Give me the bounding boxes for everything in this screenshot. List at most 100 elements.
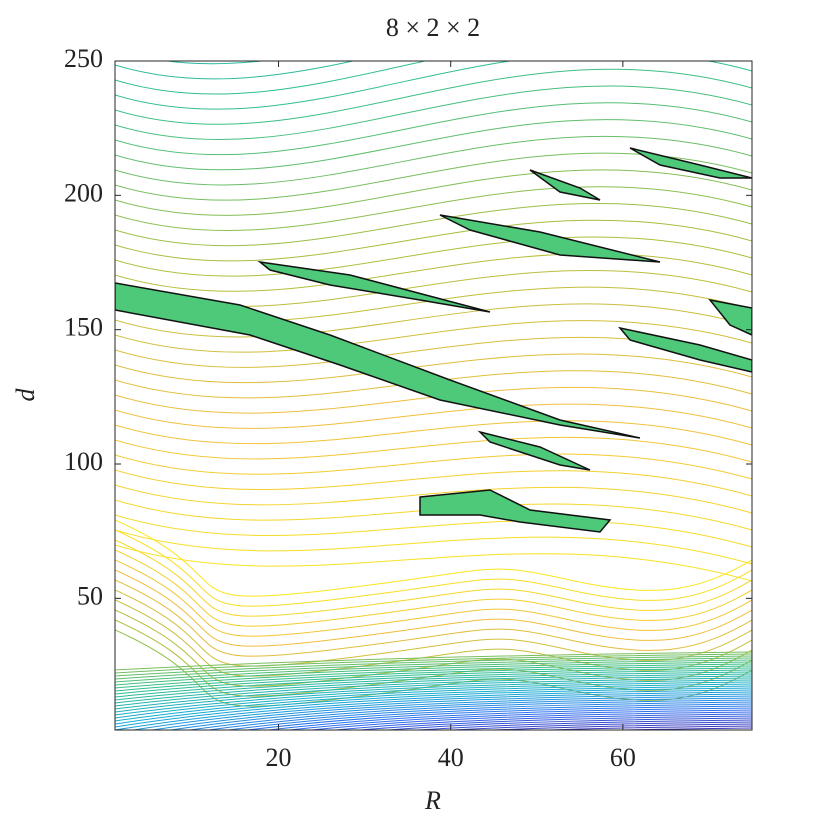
contour-line (115, 453, 752, 480)
region (115, 282, 641, 439)
contour-line (243, 705, 752, 730)
contour-line (115, 619, 752, 697)
contour-line (115, 549, 752, 627)
contour-line (167, 697, 752, 730)
contour-line (115, 529, 752, 607)
contour-line (115, 589, 752, 667)
contour-line (204, 701, 752, 730)
contour-line (115, 119, 752, 171)
contour-line (115, 539, 752, 617)
contour-line (353, 715, 752, 730)
y-tick-label: 200 (64, 178, 103, 207)
x-tick-label: 60 (610, 743, 636, 772)
contour-line (115, 68, 752, 125)
contour-line (130, 693, 752, 730)
contour-line (115, 519, 752, 597)
region (529, 169, 601, 201)
contour-line (115, 665, 752, 692)
contour-line (115, 469, 752, 497)
contour-line (115, 569, 752, 647)
contour-line (410, 719, 752, 730)
region (618, 326, 752, 373)
contour-line (115, 659, 752, 683)
contour-line (115, 61, 356, 80)
contour-line (533, 725, 752, 730)
contour-line (115, 236, 752, 277)
contour-line (115, 559, 752, 637)
contour-line (185, 699, 752, 730)
contour-line (115, 667, 752, 695)
contour-line (115, 669, 752, 698)
contour-line (115, 629, 752, 707)
contour-line (115, 544, 752, 582)
contour-line (115, 579, 752, 657)
y-tick-label: 150 (64, 313, 103, 342)
contour-line (115, 420, 752, 446)
regions (115, 147, 752, 533)
plot-frame (114, 60, 753, 731)
contour-line (223, 703, 752, 730)
contour-line (329, 713, 752, 730)
contour-line (115, 61, 752, 110)
y-tick-label: 100 (64, 447, 103, 476)
contour-line (115, 484, 752, 514)
contour-line (115, 135, 752, 186)
y-axis-label: d (11, 388, 40, 402)
contour-line (483, 723, 752, 730)
contour-line (115, 681, 752, 716)
contour-line (115, 403, 752, 429)
contour-line (115, 599, 752, 677)
contour-line (115, 655, 752, 677)
contour-line (306, 711, 752, 730)
contour-line (601, 727, 752, 730)
contour-line (115, 657, 752, 680)
contour-line (115, 529, 752, 565)
contour-line (115, 514, 752, 548)
region (439, 214, 661, 263)
region (419, 489, 612, 533)
contour-line (115, 386, 752, 414)
contour-line (115, 436, 752, 463)
x-tick-label: 20 (266, 743, 292, 772)
y-tick-label: 50 (77, 581, 103, 610)
contour-line (115, 85, 752, 140)
contour-line (115, 683, 752, 719)
y-tick-label: 250 (64, 44, 103, 73)
region (708, 298, 752, 336)
contour-line (115, 675, 752, 707)
region (257, 260, 491, 313)
contour-line (444, 721, 752, 730)
chart-title: 8 × 2 × 2 (386, 13, 480, 42)
contour-line (115, 303, 752, 338)
contour-line (115, 219, 752, 262)
contour-line (115, 691, 752, 730)
contour-line (148, 695, 752, 730)
contour-field (115, 61, 752, 730)
contour-line (115, 499, 752, 531)
contour-line (115, 689, 752, 728)
contour-line (284, 709, 752, 730)
contour-line (115, 679, 752, 713)
contour-line (115, 651, 752, 671)
region (629, 147, 752, 179)
contour-line (115, 169, 752, 216)
contour-line (115, 671, 752, 701)
contour-line (115, 202, 752, 247)
region (477, 430, 591, 471)
contour-line (164, 61, 266, 65)
contour-line (115, 663, 752, 689)
x-tick-label: 40 (438, 743, 464, 772)
contour-line (380, 717, 752, 730)
contour-line (115, 186, 752, 232)
contour-line (115, 320, 752, 353)
contour-line (115, 687, 752, 725)
contour-line (115, 102, 752, 156)
x-axis-label: R (424, 786, 441, 815)
contour-line (115, 673, 752, 704)
contour-line (263, 707, 752, 730)
contour-line (115, 253, 752, 292)
contour-line (115, 685, 752, 722)
contour-line (115, 661, 752, 686)
